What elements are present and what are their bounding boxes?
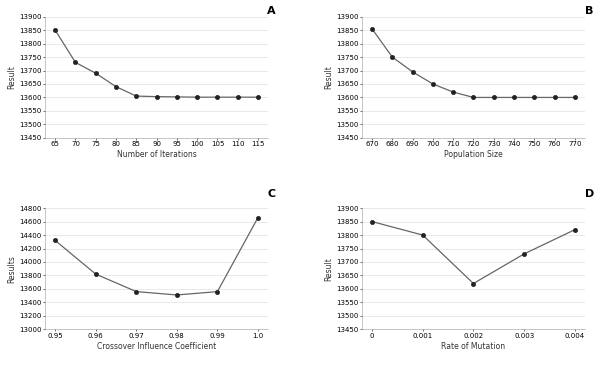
X-axis label: Population Size: Population Size (444, 150, 503, 159)
X-axis label: Crossover Influence Coefficient: Crossover Influence Coefficient (97, 342, 216, 350)
X-axis label: Number of Iterations: Number of Iterations (116, 150, 196, 159)
Text: C: C (267, 189, 275, 199)
Text: A: A (267, 6, 275, 16)
Text: B: B (585, 6, 593, 16)
X-axis label: Rate of Mutation: Rate of Mutation (442, 342, 505, 350)
Y-axis label: Result: Result (7, 65, 16, 89)
Text: D: D (585, 189, 594, 199)
Y-axis label: Result: Result (324, 257, 333, 281)
Y-axis label: Results: Results (7, 255, 16, 283)
Y-axis label: Result: Result (324, 65, 333, 89)
